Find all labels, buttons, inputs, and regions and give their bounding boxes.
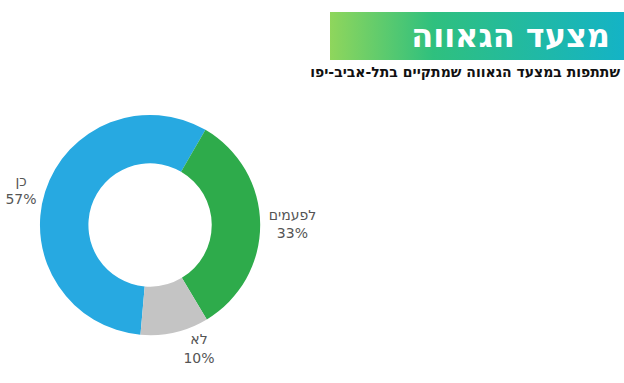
- svg-text:כן57%: כן57%: [5, 173, 36, 207]
- html-text:מצעד הגאווה: מצעד הגאווה: [411, 17, 610, 55]
- html-text:שתתפות במצעד הגאווה שמתקיים בת: שתתפות במצעד הגאווה שמתקיים בתל-אביב-יפו: [310, 64, 620, 80]
- svg-text:לא10%: לא10%: [183, 331, 214, 365]
- svg-text:לפעמים33%: לפעמים33%: [269, 207, 316, 241]
